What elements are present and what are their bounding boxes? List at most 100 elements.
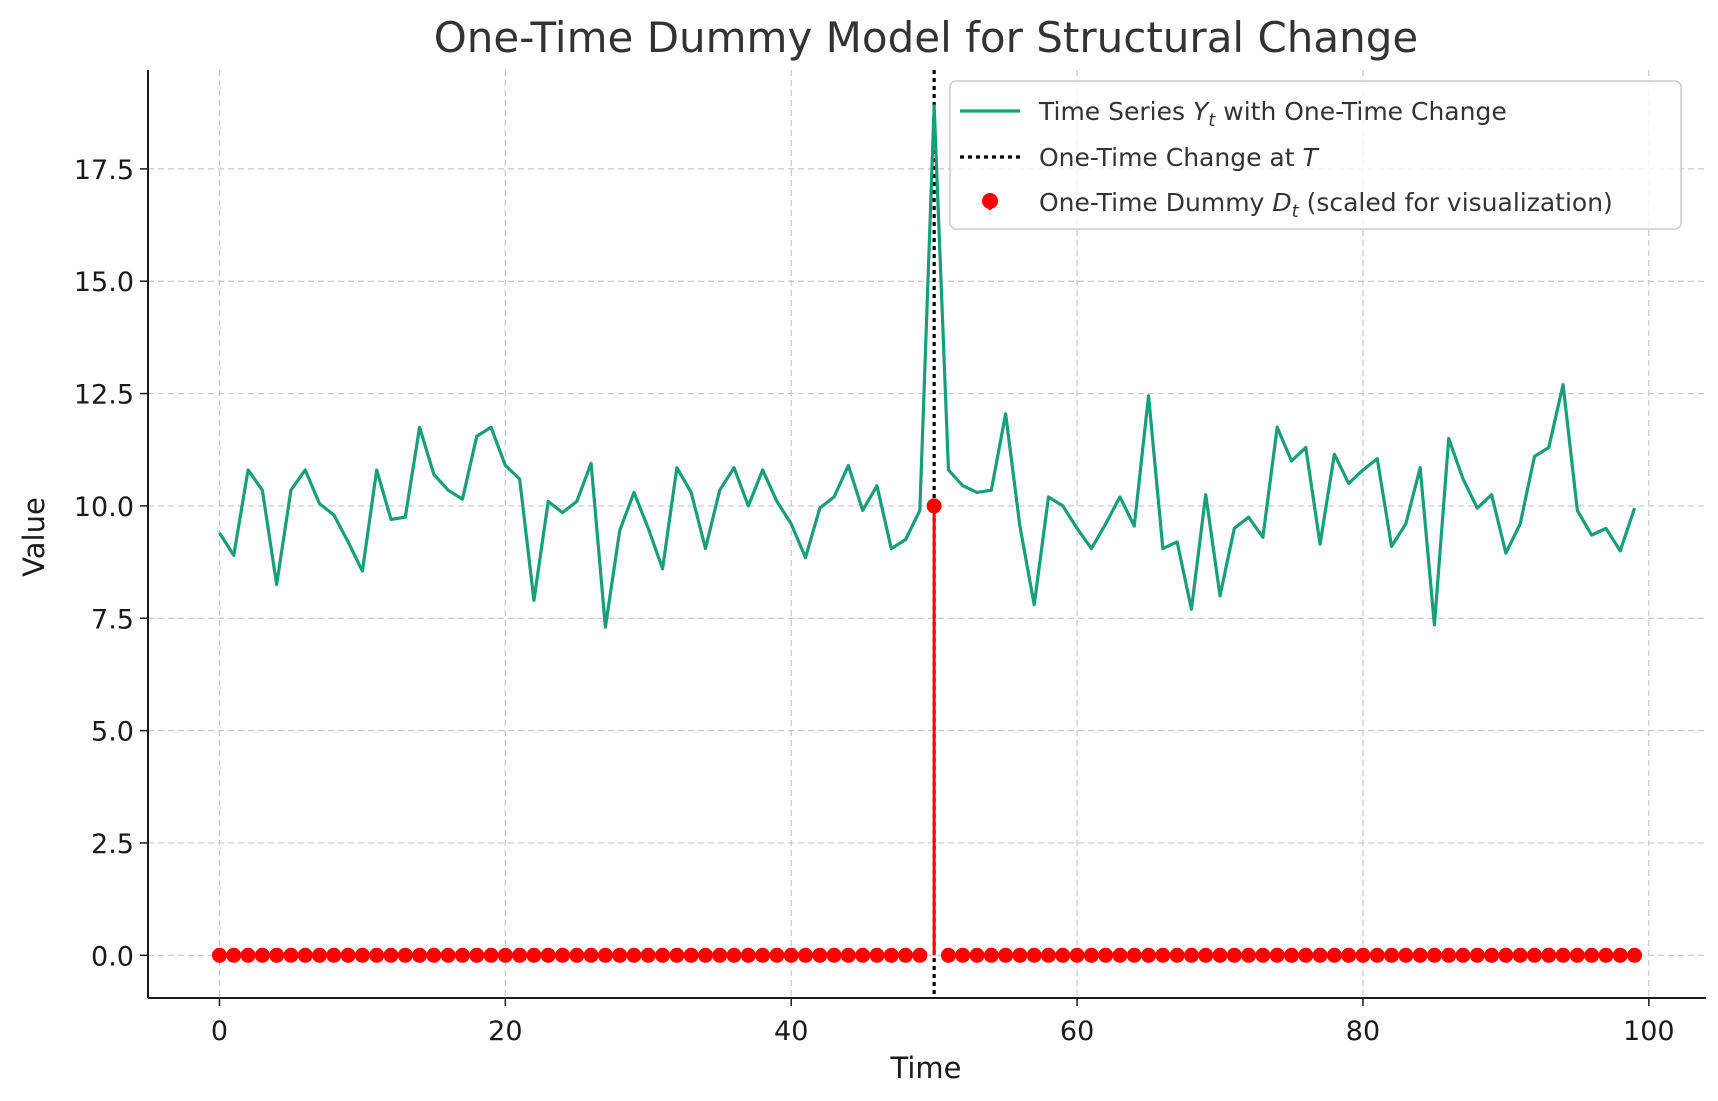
y-axis-label: Value	[17, 497, 51, 577]
dummy-point	[712, 947, 728, 963]
y-tick-label: 5.0	[91, 717, 134, 748]
dummy-point	[1269, 947, 1285, 963]
dummy-point	[1412, 947, 1428, 963]
dummy-point	[1355, 947, 1371, 963]
y-tick-label: 15.0	[74, 267, 134, 298]
dummy-point	[1555, 947, 1571, 963]
dummy-point	[1326, 947, 1342, 963]
dummy-point	[340, 947, 356, 963]
dummy-point	[1341, 947, 1357, 963]
x-tick-label: 80	[1346, 1016, 1380, 1047]
series-line-yt	[218, 104, 1637, 629]
dummy-point	[555, 947, 571, 963]
dummy-point	[1598, 947, 1614, 963]
x-axis-label: Time	[890, 1051, 962, 1085]
x-tick-label: 60	[1060, 1016, 1094, 1047]
dummy-point	[1169, 947, 1185, 963]
dummy-point	[812, 947, 828, 963]
dummy-point	[1512, 947, 1528, 963]
dummy-point	[1155, 947, 1171, 963]
x-tick-label: 20	[488, 1016, 522, 1047]
dummy-point	[1098, 947, 1114, 963]
dummy-point	[1083, 947, 1099, 963]
dummy-point	[383, 947, 399, 963]
dummy-point	[497, 947, 513, 963]
dummy-point	[955, 947, 971, 963]
dummy-point	[926, 498, 942, 514]
dummy-points	[211, 498, 1643, 963]
dummy-point	[1312, 947, 1328, 963]
dummy-point	[840, 947, 856, 963]
dummy-point	[683, 947, 699, 963]
chart-title: One-Time Dummy Model for Structural Chan…	[434, 13, 1419, 62]
dummy-point	[1384, 947, 1400, 963]
dummy-point	[1026, 947, 1042, 963]
dummy-point	[726, 947, 742, 963]
dummy-point	[655, 947, 671, 963]
dummy-point	[1226, 947, 1242, 963]
dummy-point	[826, 947, 842, 963]
dummy-point	[1126, 947, 1142, 963]
dummy-point	[326, 947, 342, 963]
dummy-point	[1484, 947, 1500, 963]
legend: Time Series Yt with One-Time Change One-…	[949, 80, 1682, 230]
dummy-point	[240, 947, 256, 963]
dummy-point	[269, 947, 285, 963]
dummy-point	[940, 947, 956, 963]
dummy-point	[1198, 947, 1214, 963]
y-tick-label: 2.5	[91, 829, 134, 860]
dummy-point	[1441, 947, 1457, 963]
dummy-point	[1426, 947, 1442, 963]
legend-vline-label: One-Time Change at T	[1039, 143, 1320, 172]
dummy-point	[769, 947, 785, 963]
dummy-point	[1241, 947, 1257, 963]
y-axis-ticks: 0.0 2.5 5.0 7.5 10.0 12.5 15.0 17.5	[74, 155, 148, 972]
dummy-point	[1455, 947, 1471, 963]
dummy-point	[454, 947, 470, 963]
dummy-point	[469, 947, 485, 963]
legend-dummy-label: One-Time Dummy Dt (scaled for visualizat…	[1039, 188, 1613, 222]
dummy-point	[912, 947, 928, 963]
dummy-point	[883, 947, 899, 963]
dummy-point	[669, 947, 685, 963]
dummy-point	[898, 947, 914, 963]
dummy-point	[855, 947, 871, 963]
dummy-point	[983, 947, 999, 963]
dummy-point	[540, 947, 556, 963]
dummy-point	[612, 947, 628, 963]
y-tick-label: 0.0	[91, 941, 134, 972]
dummy-point	[569, 947, 585, 963]
dummy-point	[783, 947, 799, 963]
dummy-point	[512, 947, 528, 963]
dummy-point	[1298, 947, 1314, 963]
dummy-point	[297, 947, 313, 963]
dummy-point	[397, 947, 413, 963]
series-layer	[218, 104, 1637, 629]
dummy-point	[211, 947, 227, 963]
dummy-point	[526, 947, 542, 963]
dummy-point	[1469, 947, 1485, 963]
dummy-point	[697, 947, 713, 963]
dummy-point	[440, 947, 456, 963]
dummy-point	[426, 947, 442, 963]
dummy-point	[483, 947, 499, 963]
y-tick-label: 17.5	[74, 155, 134, 186]
legend-dummy-marker	[982, 193, 998, 209]
dummy-point	[369, 947, 385, 963]
dummy-point	[755, 947, 771, 963]
dummy-point	[1627, 947, 1643, 963]
dummy-point	[226, 947, 242, 963]
dummy-point	[1141, 947, 1157, 963]
dummy-point	[869, 947, 885, 963]
dummy-point	[1541, 947, 1557, 963]
dummy-point	[998, 947, 1014, 963]
dummy-point	[626, 947, 642, 963]
x-axis-ticks: 0 20 40 60 80 100	[211, 998, 1675, 1047]
dummy-point	[1255, 947, 1271, 963]
dummy-point	[969, 947, 985, 963]
dummy-point	[1584, 947, 1600, 963]
dummy-point	[798, 947, 814, 963]
x-tick-label: 100	[1623, 1016, 1675, 1047]
dummy-point	[1040, 947, 1056, 963]
